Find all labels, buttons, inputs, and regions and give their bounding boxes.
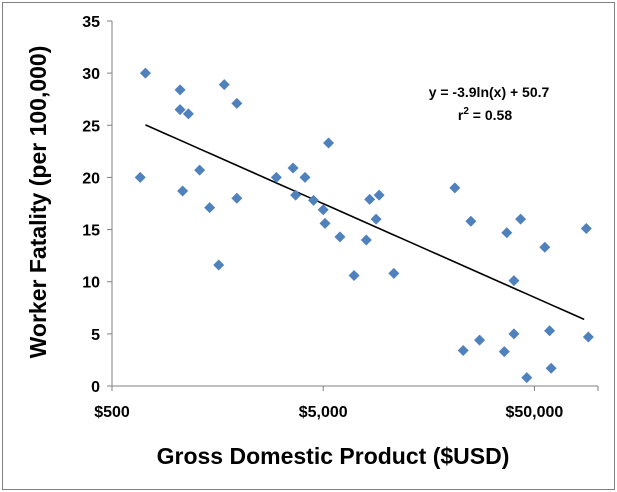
- x-tick-label: $500: [94, 404, 130, 421]
- data-point: [364, 193, 376, 205]
- data-point: [323, 137, 335, 149]
- r-squared-value: = 0.58: [469, 107, 512, 123]
- data-point: [218, 79, 230, 91]
- data-point: [449, 182, 461, 194]
- data-point: [134, 171, 146, 183]
- data-point: [370, 213, 382, 225]
- trendline-group: [145, 124, 585, 321]
- data-point: [498, 346, 510, 358]
- data-point: [290, 189, 302, 201]
- data-point: [308, 194, 320, 206]
- data-point: [231, 97, 243, 109]
- trendline: [145, 124, 585, 321]
- data-point: [360, 234, 372, 246]
- data-point: [515, 213, 527, 225]
- y-tick-label: 25: [82, 118, 100, 135]
- data-point: [182, 108, 194, 120]
- y-tick-label: 15: [82, 223, 100, 240]
- x-axis-label: Gross Domestic Product ($USD): [157, 443, 510, 469]
- tick-labels: 0 5 10 15 20 25 30 35 $500 $5,000 $50,000: [82, 14, 563, 421]
- data-point: [213, 259, 225, 271]
- data-point: [231, 192, 243, 204]
- y-tick-label: 35: [82, 14, 100, 31]
- y-tick-label: 10: [82, 275, 100, 292]
- data-point: [334, 231, 346, 243]
- y-tick-label: 0: [91, 379, 100, 396]
- data-point: [508, 328, 520, 340]
- data-point: [388, 267, 400, 279]
- data-point: [348, 269, 360, 281]
- data-point: [177, 185, 189, 197]
- data-point: [299, 171, 311, 183]
- data-point: [539, 241, 551, 253]
- data-point: [501, 227, 513, 239]
- data-point: [204, 202, 216, 214]
- data-point: [474, 334, 486, 346]
- y-axis-label: Worker Fatality (per 100,000): [25, 46, 51, 359]
- data-point: [582, 331, 594, 343]
- data-point: [139, 67, 151, 79]
- data-point: [174, 84, 186, 96]
- y-tick-label: 20: [82, 170, 100, 187]
- r-squared-superscript: 2: [463, 106, 469, 117]
- data-points: [134, 67, 594, 384]
- x-tick-label: $5,000: [299, 404, 348, 421]
- data-point: [373, 189, 385, 201]
- data-point: [270, 171, 282, 183]
- axes: [107, 20, 599, 391]
- data-point: [521, 372, 533, 384]
- data-point: [544, 325, 556, 337]
- data-point: [317, 204, 329, 216]
- x-tick-label: $50,000: [505, 404, 563, 421]
- data-point: [457, 345, 469, 357]
- data-point: [508, 275, 520, 287]
- r-squared-prefix: r: [458, 107, 464, 123]
- data-point: [287, 162, 299, 174]
- data-point: [580, 223, 592, 235]
- data-point: [545, 362, 557, 374]
- y-tick-label: 5: [91, 327, 100, 344]
- r-squared-label: r2 = 0.58: [458, 106, 512, 123]
- data-point: [319, 217, 331, 229]
- data-point: [174, 104, 186, 116]
- trendline-equation: y = -3.9ln(x) + 50.7: [429, 84, 550, 100]
- y-tick-label: 30: [82, 66, 100, 83]
- data-point: [465, 215, 477, 227]
- data-point: [194, 164, 206, 176]
